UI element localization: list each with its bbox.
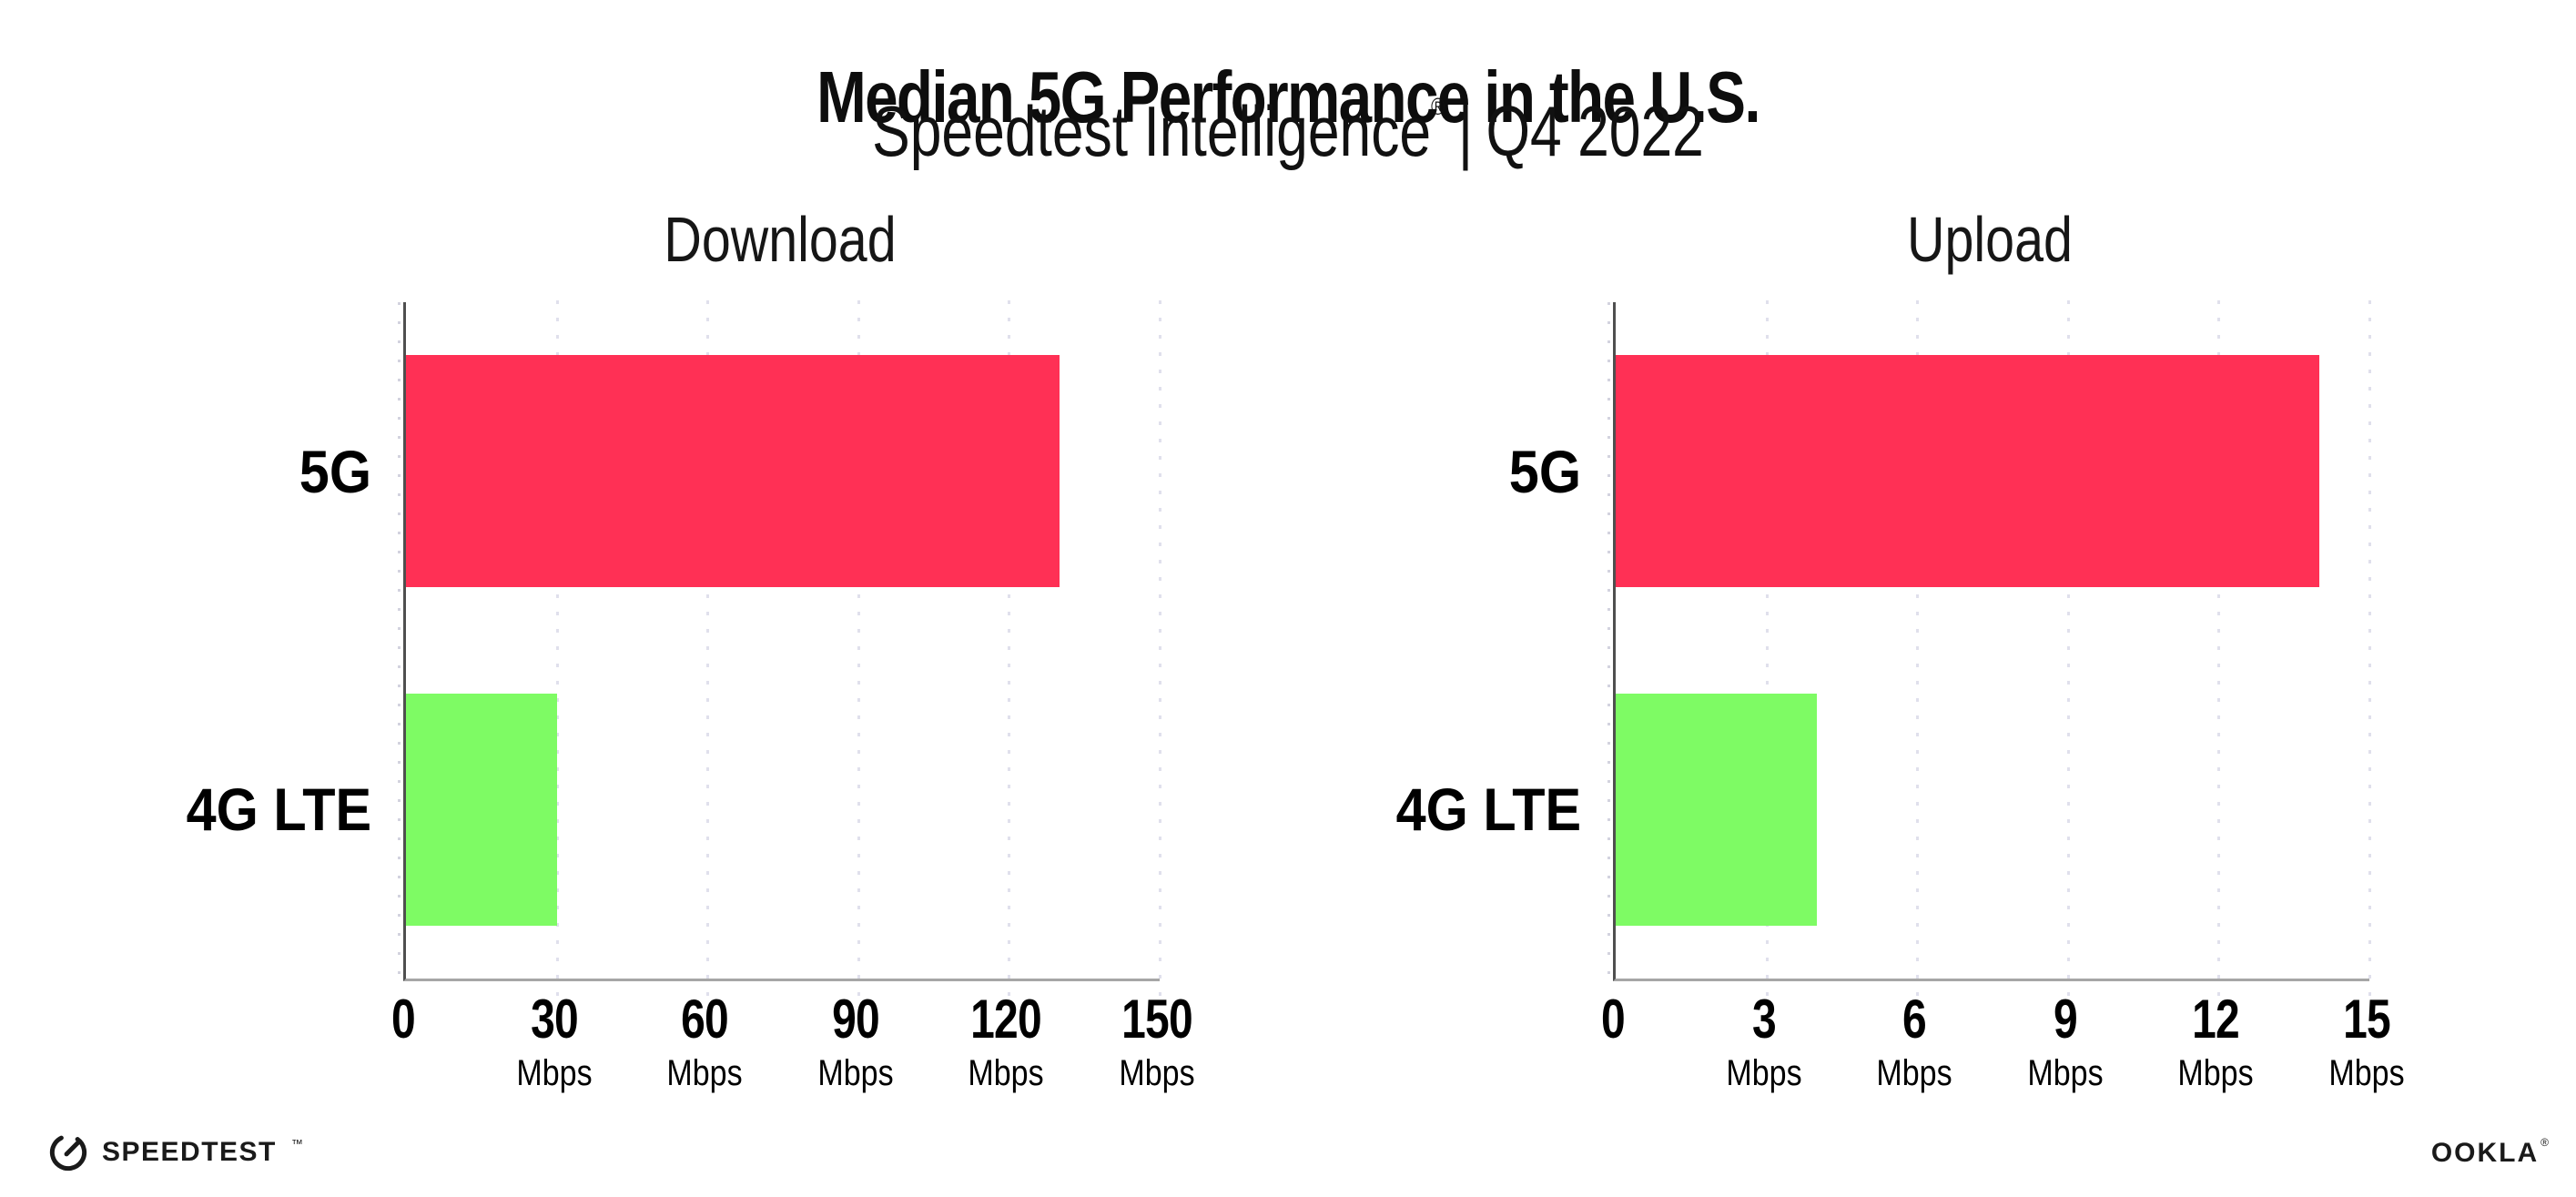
x-tick-value: 9 [2053,989,2078,1050]
bar-row-4g-lte: 4G LTE [186,641,1160,979]
x-tick-value: 3 [1751,989,1777,1050]
x-tick-unit: Mbps [817,1053,894,1093]
bar-4g-lte-download [406,693,557,926]
subtitle-brand: Speedtest Intelligence [872,91,1432,171]
x-tick-0: 0 [389,992,418,1047]
x-tick-unit: Mbps [968,1053,1044,1093]
x-tick-unit: Mbps [2027,1053,2104,1093]
plot-area: 5G 4G LTE [1395,300,2371,997]
x-tick-120: 120 Mbps [961,989,1050,1093]
bar-row-5g: 5G [1509,302,2369,641]
page-subtitle: Speedtest Intelligence® | Q4 2022 [258,91,2318,173]
bar-5g-upload [1616,355,2319,588]
x-tick-unit: Mbps [2328,1053,2405,1093]
registered-mark: ® [1431,93,1445,120]
x-tick-value: 0 [1601,989,1626,1050]
x-tick-0: 0 [1598,992,1628,1047]
trademark-mark: ™ [290,1136,303,1151]
bar-row-4g-lte: 4G LTE [1395,641,2369,979]
chart-title-upload: Upload [1907,204,2073,275]
x-tick-value: 120 [970,989,1042,1050]
x-tick-unit: Mbps [516,1053,593,1093]
x-tick-value: 30 [530,989,579,1050]
x-tick-unit: Mbps [1119,1053,1195,1093]
bar-5g-download [406,355,1060,588]
x-tick-150: 150 Mbps [1112,989,1202,1093]
bar-row-5g: 5G [299,302,1160,641]
gauge-icon [49,1133,87,1172]
x-tick-value: 150 [1121,989,1192,1050]
speedtest-logo-text: SPEEDTEST [102,1137,277,1167]
x-axis-ticks: 0 30 Mbps 60 Mbps 90 Mbps 120 Mbps 150 Mbps [391,981,1195,1100]
bar-4g-lte-upload [1616,693,1817,926]
x-tick-value: 0 [391,989,416,1050]
x-tick-unit: Mbps [666,1053,743,1093]
bar-rows: 5G 4G LTE [1395,302,2369,979]
plot-area: 5G 4G LTE [186,300,1161,997]
speedtest-logo: SPEEDTEST ™ [47,1131,303,1173]
x-tick-unit: Mbps [1726,1053,1802,1093]
category-label-4g-lte: 4G LTE [186,776,371,844]
x-tick-30: 30 Mbps [510,989,599,1093]
category-label-5g: 5G [299,437,371,505]
chart-title-download: Download [664,204,897,275]
x-tick-15: 15 Mbps [2322,989,2411,1093]
chart-panel-download: Download 5G 4G LTE 0 30 Mbps 60 Mbps 90 Mbps 120… [105,208,1212,1100]
x-tick-value: 90 [831,989,880,1050]
x-tick-3: 3 Mbps [1719,989,1809,1093]
x-axis-ticks: 0 3 Mbps 6 Mbps 9 Mbps 12 Mbps 15 Mbps [1601,981,2405,1100]
category-label-5g: 5G [1508,437,1581,505]
x-tick-6: 6 Mbps [1870,989,1959,1093]
x-tick-value: 12 [2192,989,2240,1050]
subtitle-separator: | [1457,91,1474,171]
category-label-4g-lte: 4G LTE [1395,776,1581,844]
ookla-registered-mark: ® [2541,1136,2549,1149]
x-tick-unit: Mbps [1876,1053,1952,1093]
x-tick-90: 90 Mbps [811,989,900,1093]
ookla-logo: OOKLA ® [2430,1136,2549,1169]
chart-panel-upload: Upload 5G 4G LTE 0 3 Mbps 6 Mbps 9 Mbps 12 Mbps 15… [1314,208,2421,1100]
bar-rows: 5G 4G LTE [186,302,1160,979]
x-tick-value: 60 [681,989,729,1050]
subtitle-period: Q4 2022 [1486,91,1704,171]
x-tick-value: 6 [1902,989,1927,1050]
x-tick-value: 15 [2343,989,2391,1050]
ookla-logo-text: OOKLA [2430,1138,2540,1168]
x-tick-12: 12 Mbps [2171,989,2260,1093]
x-tick-9: 9 Mbps [2021,989,2110,1093]
x-tick-unit: Mbps [2177,1053,2254,1093]
x-tick-60: 60 Mbps [660,989,749,1093]
page-title: Median 5G Performance in the U.S. [816,56,1760,137]
